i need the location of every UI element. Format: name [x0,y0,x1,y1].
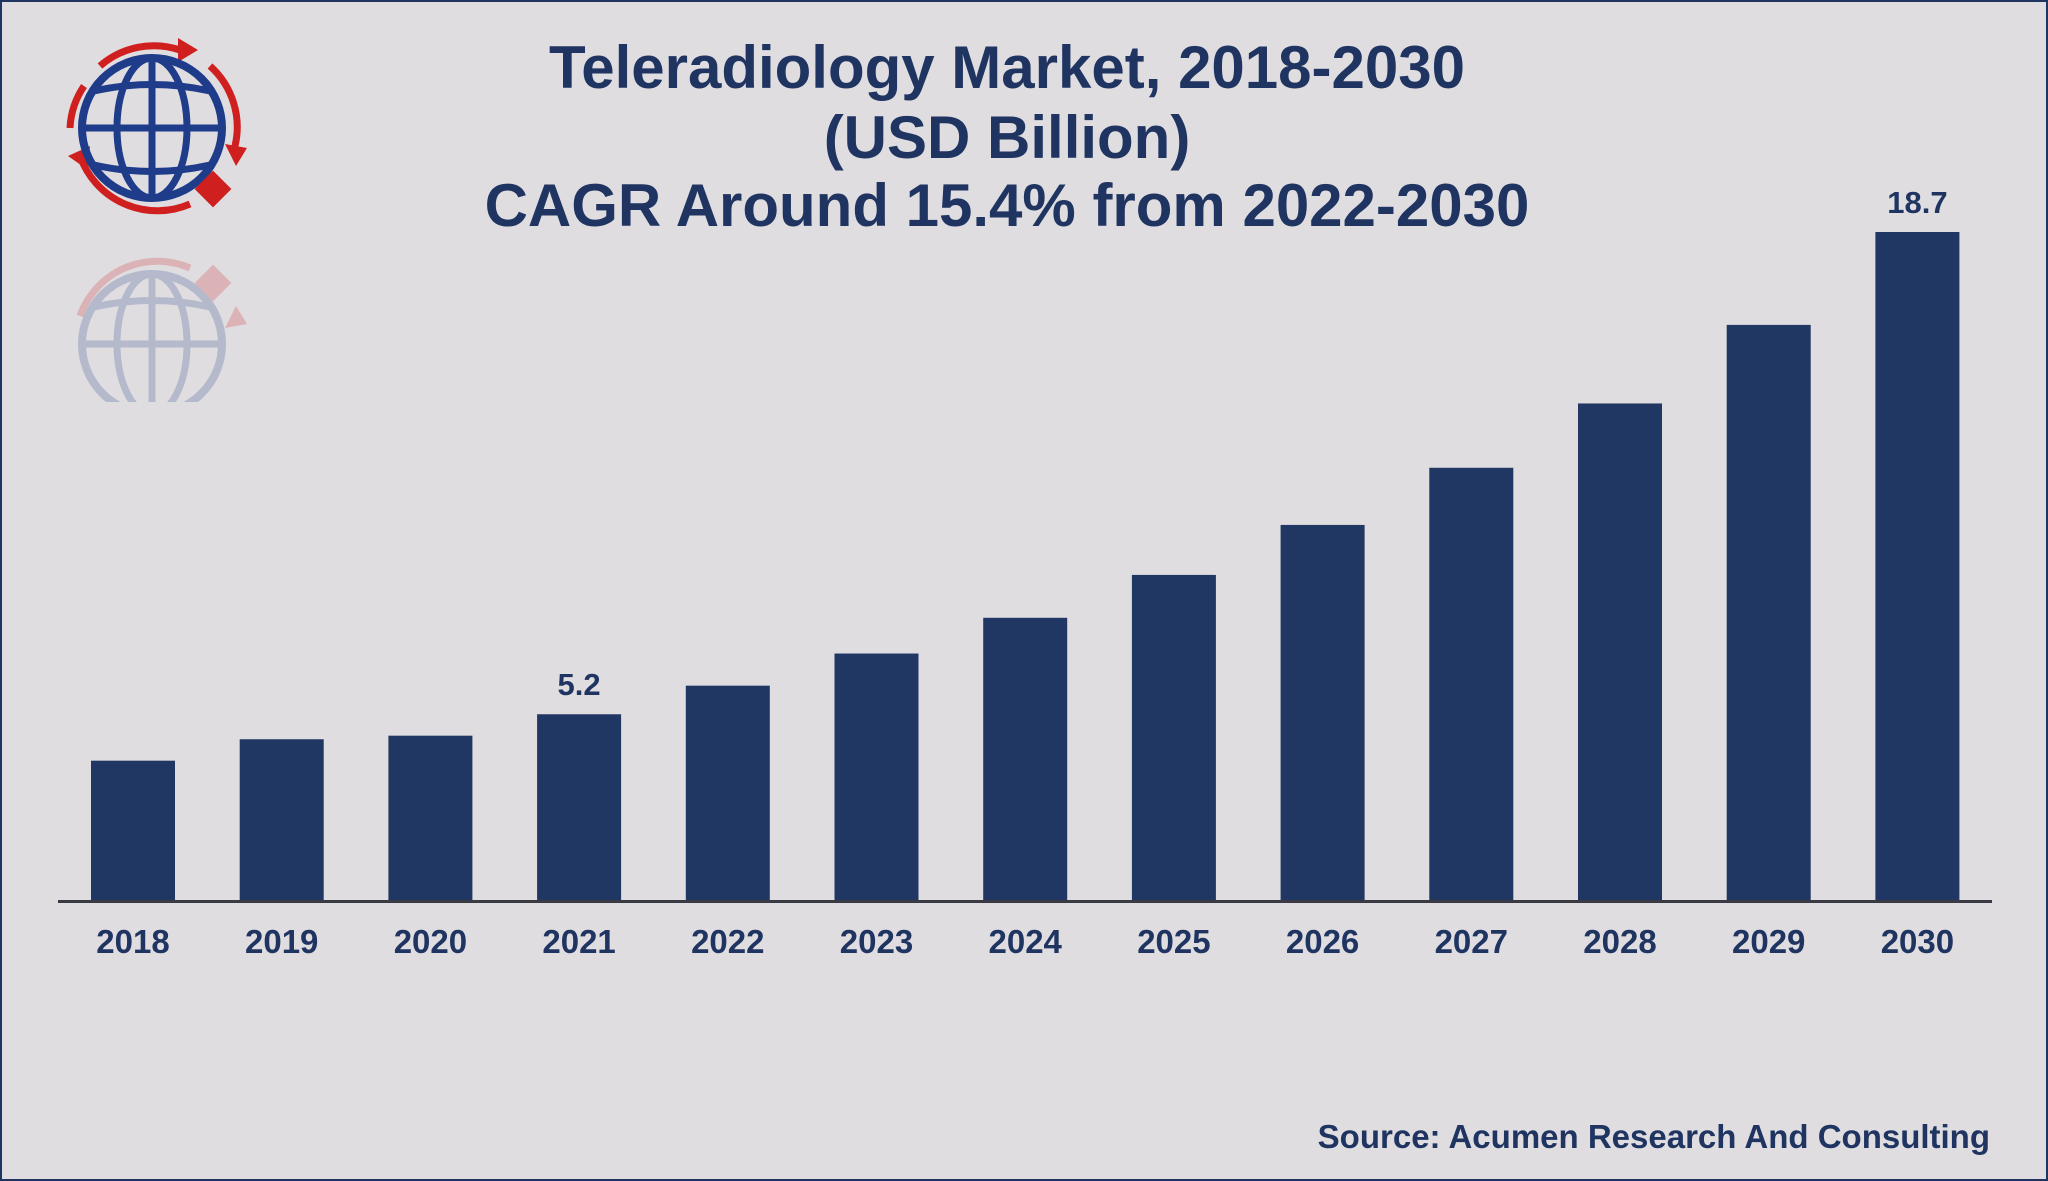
globe-logo-icon [60,36,250,231]
bar-2021 [537,714,622,900]
bar-2022 [685,685,770,900]
bar-2023 [834,653,919,900]
x-tick-label-2029: 2029 [1732,923,1805,960]
data-label-2021: 5.2 [558,667,601,702]
bar-2028 [1578,403,1662,900]
x-tick-label-2022: 2022 [691,923,764,960]
data-label-2030: 18.7 [1887,185,1947,220]
x-tick-label-2030: 2030 [1881,923,1954,960]
chart-title-line-1: Teleradiology Market, 2018-2030 [549,34,1465,101]
bar-2027 [1429,467,1514,900]
x-tick-label-2026: 2026 [1286,923,1359,960]
x-tick-label-2023: 2023 [840,923,913,960]
bar-2024 [983,617,1068,900]
bar-2019 [239,739,324,900]
source-note: Source: Acumen Research And Consulting [1317,1118,1990,1155]
x-tick-label-2018: 2018 [96,923,169,960]
bar-2026 [1280,524,1365,900]
x-tick-label-2025: 2025 [1137,923,1210,960]
x-tick-label-2028: 2028 [1583,923,1656,960]
x-tick-label-2020: 2020 [394,923,467,960]
bar-2020 [388,735,473,900]
x-tick-label-2027: 2027 [1435,923,1508,960]
chart-title-line-3: CAGR Around 15.4% from 2022-2030 [484,172,1530,239]
bar-2029 [1726,324,1811,900]
bar-2030 [1875,232,1960,900]
x-tick-label-2019: 2019 [245,923,318,960]
bar-2018 [91,760,175,900]
x-tick-label-2021: 2021 [542,923,615,960]
chart-title-line-2: (USD Billion) [823,104,1191,171]
bar-2025 [1131,574,1216,900]
x-tick-label-2024: 2024 [988,923,1062,960]
